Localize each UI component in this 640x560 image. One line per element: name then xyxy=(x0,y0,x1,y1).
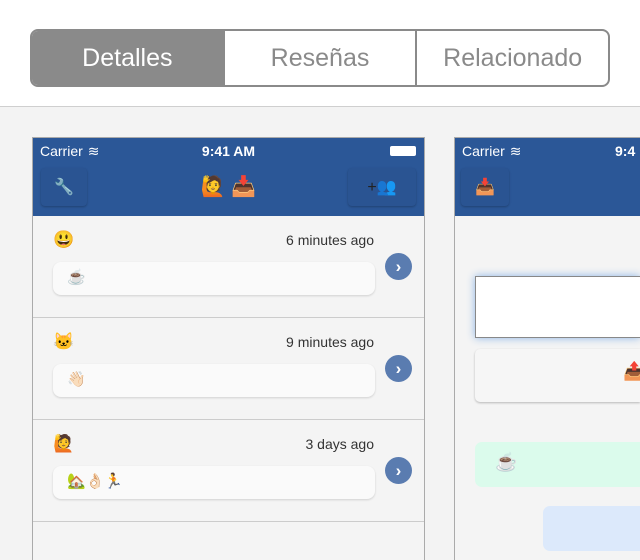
message-input[interactable] xyxy=(475,276,640,338)
add-contact-button[interactable]: +👥 xyxy=(348,168,416,206)
inbox-button[interactable]: 📥 xyxy=(461,168,509,206)
status-bar: Carrier ≋ 9:4 xyxy=(455,138,640,164)
message-bubble: ☕ xyxy=(53,262,375,295)
list-item[interactable]: 😃 6 minutes ago ☕ › xyxy=(33,216,424,318)
send-button[interactable]: 📤 xyxy=(475,349,640,402)
message-bubble-received xyxy=(543,506,640,551)
tab-resenas[interactable]: Reseñas xyxy=(225,31,418,85)
message-bubble: 🏡👌🏻🏃 xyxy=(53,466,375,499)
battery-icon xyxy=(390,146,416,156)
status-time: 9:41 AM xyxy=(201,143,256,159)
tab-relacionado[interactable]: Relacionado xyxy=(443,43,583,72)
chevron-right-icon[interactable]: › xyxy=(385,355,412,382)
wrench-icon: 🔧 xyxy=(54,179,74,196)
nav-bar: Carrier ≋ 9:41 AM 🔧 🙋 📥 +👥 xyxy=(33,138,424,216)
nav-bar: Carrier ≋ 9:4 📥 xyxy=(455,138,640,216)
carrier-label: Carrier xyxy=(40,143,83,159)
status-time: 9:4 xyxy=(615,143,636,159)
settings-button[interactable]: 🔧 xyxy=(41,168,87,206)
screenshot-2: Carrier ≋ 9:4 📥 📤 ☕ xyxy=(454,137,640,560)
message-bubble-sent: ☕ xyxy=(475,442,640,487)
timestamp: 6 minutes ago xyxy=(286,232,374,248)
wifi-icon: ≋ xyxy=(509,142,522,159)
avatar: 😃 xyxy=(53,230,75,249)
list-item[interactable]: 🙋 3 days ago 🏡👌🏻🏃 › xyxy=(33,420,424,522)
timestamp: 3 days ago xyxy=(305,436,375,452)
chevron-right-icon[interactable]: › xyxy=(385,457,412,484)
timestamp: 9 minutes ago xyxy=(286,334,374,350)
tab-detalles[interactable]: Detalles xyxy=(32,31,225,85)
wifi-icon: ≋ xyxy=(87,142,100,159)
status-bar: Carrier ≋ 9:41 AM xyxy=(33,138,424,164)
nav-title: 🙋 📥 xyxy=(200,176,257,198)
screenshot-1: Carrier ≋ 9:41 AM 🔧 🙋 📥 +👥 😃 6 minutes a… xyxy=(32,137,425,560)
avatar: 🐱 xyxy=(53,332,75,351)
avatar: 🙋 xyxy=(53,434,75,453)
message-bubble: 👋🏻 xyxy=(53,364,375,397)
carrier-label: Carrier xyxy=(462,143,505,159)
segmented-control: Detalles Reseñas Relacionado xyxy=(30,29,610,87)
chevron-right-icon[interactable]: › xyxy=(385,253,412,280)
list-item[interactable]: 🐱 9 minutes ago 👋🏻 › xyxy=(33,318,424,420)
